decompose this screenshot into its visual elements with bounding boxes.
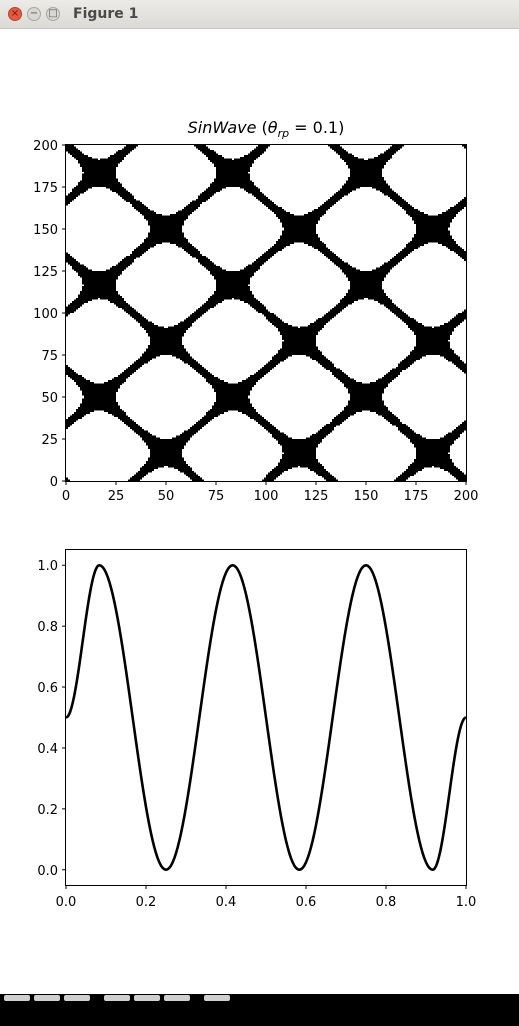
wave-y-tick-label: 0.8	[37, 620, 58, 635]
pattern-y-tick-label: 125	[33, 265, 58, 280]
zoom-button[interactable]	[134, 995, 160, 1001]
pattern-image	[66, 145, 466, 481]
home-button[interactable]	[4, 995, 30, 1001]
wave-y-tick-label: 0.2	[37, 803, 58, 818]
maximize-window-button[interactable]: □	[46, 7, 60, 21]
pattern-x-tick-label: 25	[108, 489, 125, 504]
pattern-y-tick-label: 100	[33, 307, 58, 322]
title-value: = 0.1)	[294, 118, 344, 137]
configure-button[interactable]	[164, 995, 190, 1001]
save-button[interactable]	[204, 995, 230, 1001]
pattern-x-tick-label: 125	[304, 489, 329, 504]
pattern-x-tick-label: 200	[454, 489, 479, 504]
wave-y-tick-label: 0.0	[37, 864, 58, 879]
wave-y-tick-label: 1.0	[37, 559, 58, 574]
pattern-x-ticks: 0 25 50 75 100 125 150 175 200	[62, 481, 479, 504]
pattern-x-tick-label: 150	[354, 489, 379, 504]
figure-toolbar	[0, 994, 519, 1026]
wave-y-tick-label: 0.6	[37, 681, 58, 696]
wave-x-tick-label: 0.6	[296, 895, 317, 910]
pattern-y-tick-label: 50	[41, 391, 58, 406]
pattern-y-tick-label: 150	[33, 223, 58, 238]
wave-x-tick-label: 0.4	[216, 895, 237, 910]
title-sub: rp	[278, 127, 290, 140]
minimize-window-button[interactable]: −	[27, 7, 41, 21]
wave-x-tick-label: 0.2	[136, 895, 157, 910]
wave-x-tick-label: 0.0	[56, 895, 77, 910]
pattern-x-tick-label: 100	[254, 489, 279, 504]
title-param: θ	[268, 118, 278, 137]
pattern-y-tick-label: 175	[33, 181, 58, 196]
figure-canvas: SinWave (θrp = 0.1) 0 25 50 75 100 125 150 175 2…	[33, 118, 478, 910]
pattern-x-tick-label: 0	[62, 489, 70, 504]
wave-x-ticks: 0.0 0.2 0.4 0.6 0.8 1.0	[56, 885, 477, 910]
pattern-x-tick-label: 50	[158, 489, 175, 504]
wave-x-tick-label: 0.8	[376, 895, 397, 910]
wave-series-line	[65, 563, 467, 872]
window-title: Figure 1	[73, 6, 139, 22]
pattern-y-tick-label: 25	[41, 433, 58, 448]
pattern-y-tick-label: 75	[41, 349, 58, 364]
pattern-x-tick-label: 75	[208, 489, 225, 504]
pan-button[interactable]	[104, 995, 130, 1001]
pattern-x-tick-label: 175	[404, 489, 429, 504]
window-titlebar: × − □ Figure 1	[0, 0, 519, 29]
pattern-y-tick-label: 200	[33, 139, 58, 154]
wave-axes: 0.0 0.2 0.4 0.6 0.8 1.0 0.0 0.2 0.4 0.6 0.8 1.0	[37, 549, 477, 910]
back-button[interactable]	[34, 995, 60, 1001]
wave-y-tick-label: 0.4	[37, 742, 58, 757]
wave-y-ticks: 0.0 0.2 0.4 0.6 0.8 1.0	[37, 559, 66, 879]
pattern-cells	[66, 145, 466, 481]
pattern-y-ticks: 0 25 50 75 100 125 150 175 200	[33, 139, 66, 490]
pattern-title: SinWave (θrp = 0.1)	[188, 118, 345, 140]
pattern-axes: SinWave (θrp = 0.1) 0 25 50 75 100 125 150 175 2…	[33, 118, 478, 504]
pattern-y-tick-label: 0	[50, 475, 58, 490]
title-func: SinWave	[188, 118, 257, 137]
forward-button[interactable]	[64, 995, 90, 1001]
wave-x-tick-label: 1.0	[456, 895, 477, 910]
wave-frame	[65, 549, 467, 886]
close-window-button[interactable]: ×	[8, 7, 22, 21]
